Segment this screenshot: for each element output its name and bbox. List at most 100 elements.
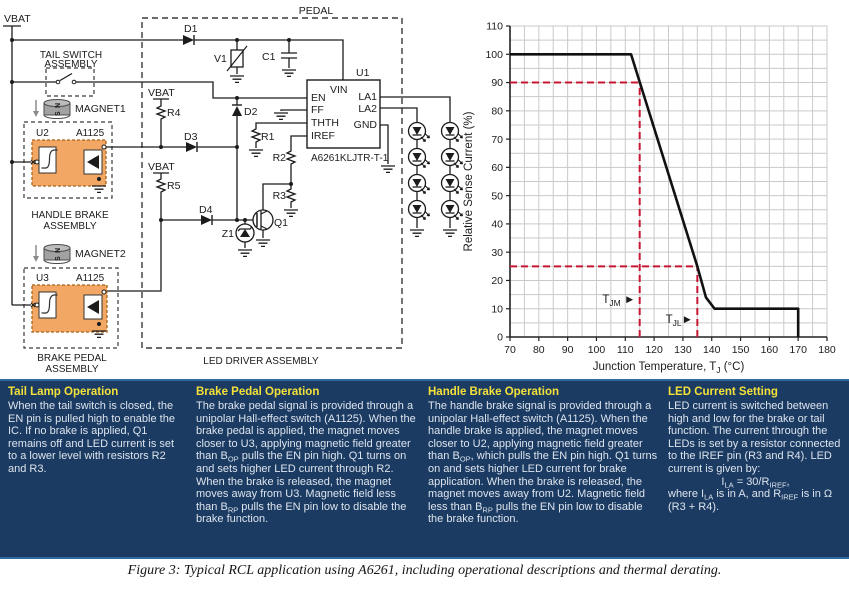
- chart-grid: [509, 25, 828, 338]
- chart-x-tick-label: 110: [617, 344, 634, 356]
- note-tail-lamp-body: When the tail switch is closed, the EN p…: [8, 400, 175, 475]
- chart-x-tick-label: 160: [761, 344, 779, 356]
- a1125-u2-label: A1125: [76, 128, 105, 139]
- pin-vin-label: VIN: [330, 84, 348, 96]
- pin-thth-label: THTH: [311, 117, 339, 129]
- tail-switch-contacts: [55, 72, 77, 85]
- chart-x-tick-label: 130: [674, 344, 692, 356]
- brake-pedal-label-1: BRAKE PEDAL: [37, 353, 107, 364]
- diode-d3: [186, 142, 198, 152]
- note-handle-brake: Handle Brake Operation The handle brake …: [428, 386, 658, 553]
- tail-switch-label-1: TAIL SWITCH: [40, 50, 102, 61]
- chart-y-tick-label: 70: [491, 134, 503, 146]
- diode-d4: [201, 215, 213, 225]
- pin-la1-label: LA1: [358, 91, 377, 103]
- transistor-q1: [252, 209, 274, 231]
- chart-y-tick-label: 40: [491, 219, 503, 231]
- d4-label: D4: [199, 204, 213, 216]
- magnet2-label: MAGNET2: [75, 248, 126, 260]
- resistor-r5: [156, 176, 166, 195]
- magnet2-s: S: [55, 256, 62, 261]
- u2-label: U2: [36, 128, 49, 139]
- chart-root: 70 80 90 100 110 120 130 140 150 160 170 180 0 10 20 30…: [463, 21, 836, 375]
- u2-sensor-box: [23, 121, 113, 199]
- u1-label: U1: [356, 67, 370, 79]
- u3-hall-sensor: [30, 284, 108, 333]
- chart-x-tick-label: 80: [533, 344, 545, 356]
- chart-x-tick-label: 70: [504, 344, 516, 356]
- u1-ic: [306, 79, 381, 149]
- chart-y-tick-label: 50: [491, 190, 503, 202]
- chart-y-tick-label: 100: [485, 49, 503, 61]
- note-brake-pedal: Brake Pedal Operation The brake pedal si…: [196, 386, 418, 553]
- vbat-r4-label: VBAT: [148, 87, 175, 99]
- figure-caption: Figure 3: Typical RCL application using …: [127, 563, 722, 578]
- d3-label: D3: [184, 131, 198, 143]
- q1-label: Q1: [274, 217, 288, 229]
- led: [407, 199, 431, 221]
- r2-label: R2: [273, 152, 287, 164]
- chart-x-tick-label: 180: [818, 344, 836, 356]
- chart-x-axis-label: Junction Temperature, TJ (°C): [593, 361, 745, 375]
- varistor-v1: [226, 45, 248, 72]
- r3-label: R3: [273, 190, 287, 202]
- chart-annotation-tjm: TJM ►: [602, 294, 635, 308]
- chart-y-axis-label: Relative Sense Current (%): [463, 111, 475, 251]
- u3-label: U3: [36, 273, 49, 284]
- pedal-led-driver-boundary: [141, 17, 403, 349]
- pin-ff-label: FF: [311, 104, 324, 116]
- note-led-current-title: LED Current Setting: [668, 386, 778, 398]
- chart-y-tick-label: 80: [491, 106, 503, 118]
- chart-y-tick-label: 0: [497, 332, 503, 344]
- chart-x-tick-label: 150: [732, 344, 750, 356]
- chart-tick-labels: 70 80 90 100 110 120 130 140 150 160 170 180 0 10 20 30…: [485, 21, 835, 356]
- resistor-r1: [251, 126, 261, 145]
- tail-switch-box: [45, 67, 95, 97]
- chart-y-tick-label: 10: [491, 303, 503, 315]
- pin-gnd-label: GND: [354, 119, 378, 131]
- led: [407, 173, 431, 195]
- note-tail-lamp: Tail Lamp Operation When the tail switch…: [8, 386, 186, 553]
- vbat-r5-label: VBAT: [148, 161, 175, 173]
- diode-d2: [232, 104, 242, 116]
- led-current-formula: ILA = 30/RIREF,: [721, 475, 790, 490]
- magnet2-n: N: [55, 248, 62, 253]
- chart-x-tick-label: 170: [789, 344, 807, 356]
- chart-reference-line-tjl: [510, 265, 699, 337]
- c1-label: C1: [262, 51, 276, 63]
- pin-iref-label: IREF: [311, 130, 335, 142]
- brake-pedal-label-2: ASSEMBLY: [45, 364, 98, 375]
- vbat-top-label: VBAT: [4, 13, 31, 25]
- u2-hall-sensor: [30, 139, 107, 187]
- note-brake-pedal-body: The brake pedal signal is provided throu…: [196, 400, 416, 526]
- v1-label: V1: [214, 53, 227, 65]
- u3-sensor-box: [23, 267, 119, 349]
- r5-label: R5: [167, 180, 181, 192]
- thermal-derating-chart: 70 80 90 100 110 120 130 140 150 160 170 180 0 10 20 30…: [463, 21, 836, 375]
- chart-x-tick-label: 100: [588, 344, 606, 356]
- note-led-current-after: where ILA is in A, and RIREF is in Ω (R3…: [668, 488, 833, 513]
- chart-y-tick-label: 30: [491, 247, 503, 259]
- r4-label: R4: [167, 107, 181, 119]
- chart-annotation-tjl: TJL►: [666, 314, 693, 328]
- chart-y-tick-label: 110: [486, 21, 503, 33]
- chart-reference-line-tjm: [510, 81, 641, 337]
- zener-z1: [235, 223, 255, 243]
- diode-d1: [183, 35, 195, 45]
- led-driver-label: LED DRIVER ASSEMBLY: [203, 356, 319, 367]
- pin-en-label: EN: [311, 92, 326, 104]
- magnet1-s: S: [55, 111, 62, 116]
- part-number-label: A6261KLJTR-T-1: [311, 153, 389, 164]
- note-handle-brake-body: The handle brake signal is provided thro…: [428, 400, 658, 526]
- handle-brake-label-1: HANDLE BRAKE: [31, 210, 109, 221]
- a1125-u3-label: A1125: [76, 273, 105, 284]
- z1-label: Z1: [222, 228, 234, 240]
- led: [407, 121, 431, 143]
- handle-brake-label-2: ASSEMBLY: [43, 221, 96, 232]
- pedal-label: PEDAL: [299, 5, 334, 17]
- tail-switch-label-2: ASSEMBLY: [44, 59, 97, 70]
- magnet1-symbol: N S: [33, 99, 71, 119]
- r1-label: R1: [261, 131, 275, 143]
- d2-label: D2: [244, 106, 258, 118]
